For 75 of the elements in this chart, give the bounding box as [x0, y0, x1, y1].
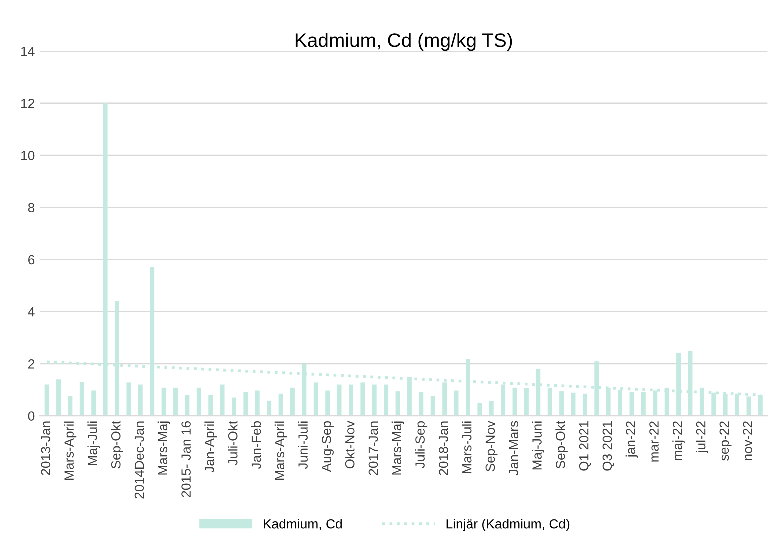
legend-label: Linjär (Kadmium, Cd): [446, 519, 570, 532]
bar: [524, 388, 529, 416]
x-tick-label: Juni-Juli: [298, 422, 308, 470]
legend-label: Kadmium, Cd: [264, 519, 342, 530]
y-tick-label: 10: [22, 151, 35, 160]
bar: [80, 382, 84, 416]
x-tick-label: Maj-Juli: [88, 422, 100, 466]
x-tick-label: 2015- Jan 16: [182, 421, 191, 498]
x-tick-label: 2014Dec-Jan: [134, 422, 144, 499]
x-tick-label: 2013-Jan: [41, 422, 51, 476]
bar: [326, 390, 330, 416]
y-tick-label: 8: [28, 203, 35, 213]
x-tick-label: maj-22: [672, 422, 685, 460]
bar: [174, 388, 178, 416]
bar: [430, 396, 436, 416]
bar: [56, 380, 61, 416]
bar: [126, 382, 132, 416]
bar: [267, 400, 272, 416]
bar: [314, 382, 318, 416]
x-tick-label: Q1 2021: [579, 422, 592, 471]
x-tick-label: Sep-Okt: [556, 421, 568, 469]
bar: [360, 382, 366, 416]
x-tick-label: Mars-Maj: [158, 422, 170, 475]
x-tick-label: Sep-Okt: [111, 421, 124, 469]
x-tick-label: Aug-Sep: [322, 421, 334, 472]
bar: [232, 398, 236, 416]
y-tick-label: 4: [28, 308, 35, 317]
bar: [255, 390, 260, 416]
x-tick-label: jul-22: [696, 422, 708, 454]
x-tick-label: Jan-Feb: [251, 421, 262, 470]
y-tick-label: 14: [22, 47, 35, 56]
bar: [244, 392, 248, 416]
bar: [419, 392, 424, 416]
bar: [560, 392, 564, 416]
bar: [44, 384, 50, 416]
x-tick-label: Mars-April: [64, 422, 77, 480]
x-tick-label: Juli-Okt: [228, 421, 238, 466]
bar: [162, 388, 166, 416]
y-tick-label: 0: [28, 412, 35, 421]
x-tick-label: 2018-Jan: [439, 422, 448, 476]
x-tick-label: Sep-Nov: [486, 420, 498, 472]
x-tick-label: Jan-April: [204, 422, 217, 473]
bar: [384, 384, 389, 416]
bar: [582, 394, 588, 416]
x-tick-label: Q3 2021: [602, 422, 614, 471]
chart-title: Kadmium, Cd (mg/kg TS): [296, 33, 512, 52]
bar: [489, 401, 494, 416]
bar: [349, 384, 354, 416]
x-tick-label: nov-22: [743, 422, 753, 460]
bar: [278, 394, 284, 416]
bar: [290, 388, 295, 416]
y-tick-label: 12: [22, 98, 35, 108]
bar: [478, 403, 482, 416]
bar: [196, 388, 202, 416]
x-tick-label: Jan-Mars: [509, 421, 519, 476]
y-tick-label: 2: [28, 360, 35, 369]
bar: [220, 384, 225, 416]
bar: [138, 384, 143, 416]
x-tick-label: Maj-Juni: [532, 422, 545, 470]
bar: [758, 395, 763, 416]
bar: [208, 394, 214, 416]
x-tick-label: Okt-Nov: [345, 420, 355, 469]
y-tick-label: 6: [28, 255, 35, 265]
bar: [92, 390, 96, 416]
x-tick-label: Mars-April: [274, 422, 288, 480]
bar: [68, 396, 73, 416]
x-tick-label: Mars-Maj: [392, 422, 404, 475]
x-tick-label: jan-22: [626, 422, 638, 458]
bar: [372, 384, 377, 416]
x-tick-label: Juli-Sep: [415, 421, 428, 468]
x-tick-label: mar-22: [650, 422, 659, 462]
bar: [185, 394, 190, 416]
x-tick-label: 2017-Jan: [368, 422, 378, 476]
x-tick-label: sep-22: [720, 422, 732, 461]
x-tick-label: Mars-Juli: [462, 422, 472, 474]
